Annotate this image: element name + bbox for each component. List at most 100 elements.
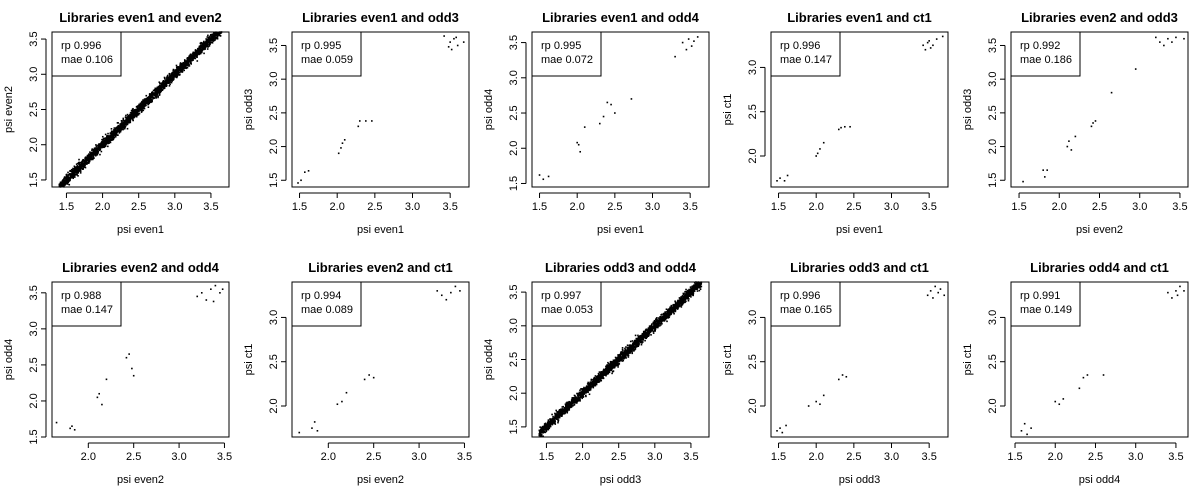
data-point (172, 69, 175, 72)
data-point (545, 427, 547, 430)
data-point (622, 354, 625, 357)
data-point (104, 133, 107, 136)
data-point (163, 82, 165, 85)
data-point (77, 167, 80, 170)
data-point (298, 431, 300, 433)
data-point (81, 168, 84, 170)
data-point (200, 42, 202, 45)
data-point (94, 152, 97, 154)
data-point (168, 76, 171, 78)
data-point (84, 160, 86, 162)
data-point (151, 96, 153, 98)
data-point (554, 422, 556, 425)
data-point (181, 65, 184, 68)
data-point (553, 416, 555, 419)
data-point (180, 67, 183, 69)
data-point (685, 48, 687, 51)
data-point (78, 161, 81, 164)
x-axis-label: psi even2 (117, 474, 164, 486)
data-point (126, 127, 129, 130)
data-point (106, 138, 108, 140)
data-point (462, 41, 465, 43)
data-point (72, 169, 75, 172)
data-point (138, 106, 141, 108)
data-point (672, 312, 675, 315)
x-tick-label: 3.5 (457, 451, 472, 463)
data-point (69, 174, 72, 177)
data-point (1155, 36, 1157, 39)
data-point (135, 115, 138, 118)
data-point (156, 88, 158, 90)
data-point (168, 72, 171, 75)
data-point (682, 295, 684, 297)
data-point (95, 145, 98, 147)
data-point (135, 109, 137, 111)
data-point (114, 128, 117, 130)
data-point (190, 59, 192, 62)
data-point (586, 387, 589, 390)
data-point (613, 359, 616, 362)
data-point (564, 408, 567, 410)
data-point (358, 120, 361, 122)
data-point (679, 296, 682, 298)
data-point (627, 355, 629, 358)
data-point (542, 178, 544, 181)
data-point (211, 41, 214, 44)
data-point (97, 152, 99, 154)
data-point (199, 47, 201, 49)
data-point (142, 100, 145, 102)
data-point (687, 38, 690, 40)
data-point (86, 163, 88, 165)
points-layer (297, 35, 465, 184)
data-point (184, 66, 186, 69)
data-point (693, 285, 695, 288)
data-point (150, 99, 152, 101)
data-point (156, 91, 159, 94)
data-point (686, 289, 689, 292)
data-point (171, 80, 173, 82)
data-point (649, 324, 651, 327)
data-point (212, 300, 215, 302)
y-tick-label: 2.5 (987, 105, 999, 120)
data-point (579, 387, 582, 390)
data-point (637, 344, 639, 347)
data-point (659, 323, 662, 326)
data-point (538, 434, 541, 437)
data-point (623, 347, 626, 349)
data-point (136, 112, 139, 114)
data-point (575, 401, 578, 403)
data-point (94, 151, 97, 153)
data-point (216, 34, 219, 36)
data-point (544, 425, 547, 427)
data-point (194, 51, 197, 53)
data-point (123, 120, 126, 123)
data-point (131, 116, 133, 119)
data-point (598, 370, 600, 373)
data-point (641, 336, 643, 339)
data-point (550, 413, 553, 415)
data-point (115, 126, 118, 129)
y-tick-label: 3.0 (268, 309, 280, 324)
data-point (671, 309, 674, 311)
data-point (455, 36, 457, 39)
data-point (587, 382, 590, 385)
data-point (175, 64, 178, 67)
data-point (166, 80, 169, 82)
data-point (635, 345, 638, 348)
data-point (684, 293, 686, 295)
data-point (69, 427, 71, 429)
data-point (636, 334, 639, 336)
data-point (192, 51, 195, 54)
data-point (580, 397, 583, 399)
data-point (176, 76, 178, 79)
data-point (674, 310, 676, 312)
data-point (679, 301, 681, 304)
data-point (97, 150, 99, 153)
data-point (648, 326, 650, 328)
data-point (162, 79, 165, 82)
data-point (140, 105, 143, 107)
data-point (155, 93, 157, 95)
